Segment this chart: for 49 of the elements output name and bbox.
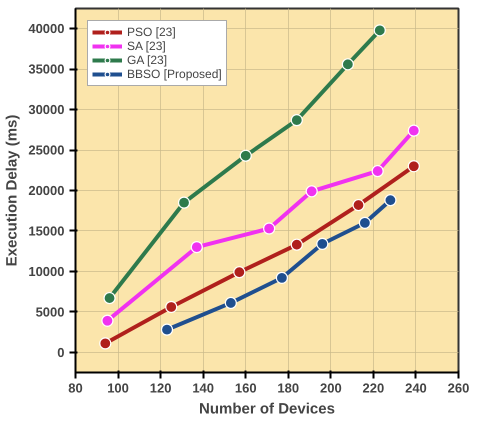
y-tick-label: 20000 xyxy=(28,183,65,198)
x-tick-label: 80 xyxy=(68,380,83,396)
point xyxy=(408,160,420,172)
point xyxy=(101,314,114,327)
point xyxy=(408,124,420,137)
y-tick-label: 5000 xyxy=(36,304,64,320)
point xyxy=(178,196,190,209)
x-tick-label: 160 xyxy=(234,380,257,396)
y-axis-title: Execution Delay (ms) xyxy=(3,114,20,266)
x-axis-title: Number of Devices xyxy=(199,400,335,418)
x-tick-label: 220 xyxy=(362,380,384,396)
point xyxy=(306,185,318,198)
x-tick-label: 200 xyxy=(320,380,342,396)
legend-label: BBSO [Proposed] xyxy=(127,67,222,81)
point xyxy=(99,337,112,350)
point xyxy=(374,24,386,36)
legend-label: SA [23] xyxy=(127,39,166,53)
point xyxy=(276,272,288,284)
y-tick-label: 15000 xyxy=(28,223,65,238)
legend-label: GA [23] xyxy=(127,53,168,67)
point xyxy=(165,300,178,314)
point xyxy=(224,296,237,310)
point xyxy=(316,238,328,250)
point xyxy=(372,165,384,178)
point xyxy=(233,266,246,278)
point xyxy=(342,58,354,70)
x-tick-label: 100 xyxy=(107,380,129,396)
point xyxy=(103,292,116,304)
point xyxy=(263,222,276,235)
point xyxy=(240,150,252,162)
point xyxy=(290,238,303,251)
x-tick-label: 140 xyxy=(192,380,214,396)
x-tick-label: 180 xyxy=(277,380,300,396)
y-tick-label: 40000 xyxy=(28,21,65,36)
point xyxy=(190,241,203,254)
y-tick-label: 10000 xyxy=(28,264,65,279)
point xyxy=(160,324,174,336)
point xyxy=(352,198,365,212)
x-tick-label: 260 xyxy=(448,380,470,396)
y-tick-label: 0 xyxy=(57,344,65,360)
y-tick-label: 30000 xyxy=(28,102,65,118)
point xyxy=(358,216,371,229)
x-tick-label: 240 xyxy=(405,380,427,396)
x-tick-label: 120 xyxy=(150,380,172,396)
point xyxy=(384,194,397,206)
legend-label: PSO [23] xyxy=(127,25,176,39)
point xyxy=(290,114,303,126)
y-tick-label: 25000 xyxy=(28,142,65,158)
y-tick-label: 35000 xyxy=(28,62,65,77)
